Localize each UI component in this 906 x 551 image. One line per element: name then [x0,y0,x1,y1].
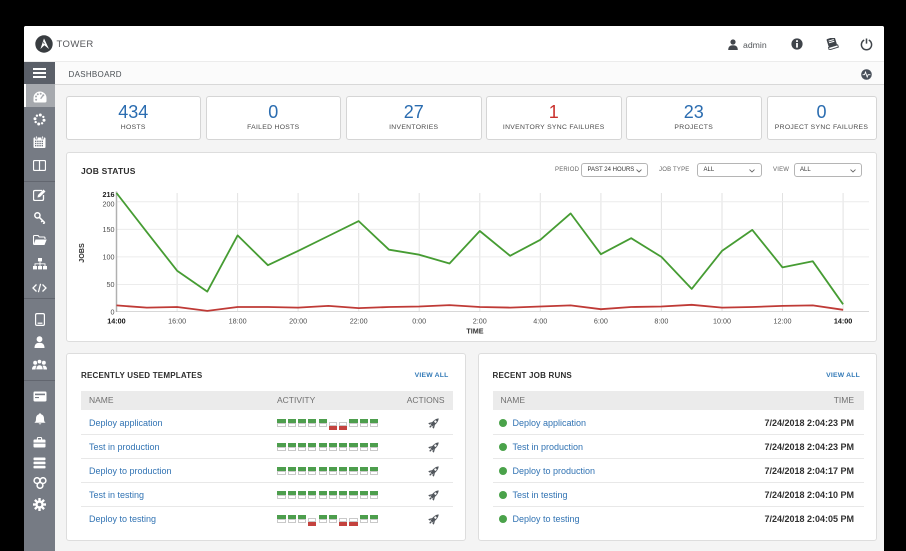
svg-text:100: 100 [103,253,115,262]
svg-text:50: 50 [107,280,115,289]
svg-text:8:00: 8:00 [654,317,668,326]
svg-text:18:00: 18:00 [229,317,247,326]
svg-text:200: 200 [103,200,115,209]
svg-text:22:00: 22:00 [350,317,368,326]
svg-text:12:00: 12:00 [774,317,792,326]
svg-text:TIME: TIME [466,327,483,336]
svg-text:14:00: 14:00 [107,317,125,326]
svg-text:JOBS: JOBS [77,243,86,263]
svg-text:4:00: 4:00 [533,317,547,326]
svg-text:0: 0 [111,308,115,317]
svg-text:0:00: 0:00 [412,317,426,326]
svg-text:14:00: 14:00 [834,317,852,326]
svg-text:2:00: 2:00 [473,317,487,326]
svg-text:20:00: 20:00 [289,317,307,326]
svg-text:150: 150 [103,225,115,234]
svg-text:216: 216 [103,190,115,199]
svg-text:6:00: 6:00 [594,317,608,326]
svg-text:10:00: 10:00 [713,317,731,326]
svg-text:16:00: 16:00 [168,317,186,326]
